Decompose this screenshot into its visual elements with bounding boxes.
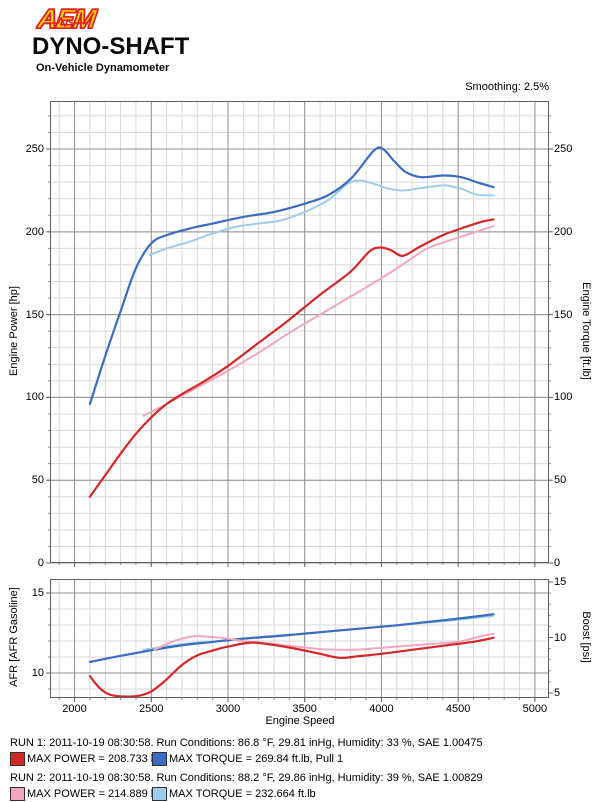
y-right-tick-label: 250 [554,143,573,156]
legend-label: MAX POWER = 208.733 hp [27,753,164,765]
y-right-tick-label: 150 [554,308,573,321]
legend-item: MAX TORQUE = 232.664 ft.lb [152,786,316,802]
power-torque-chart [46,101,553,567]
y-left-tick-label: 0 [37,557,44,569]
x-tick-label: 3000 [215,703,241,715]
legend-item: MAX POWER = 208.733 hp [10,751,163,767]
y-left-tick-label: 15 [31,587,44,599]
legend-label: MAX TORQUE = 269.84 ft.lb, Pull 1 [169,753,344,765]
legend-label: MAX TORQUE = 232.664 ft.lb [169,788,316,800]
legend-items-row: MAX POWER = 214.889 hp MAX TORQUE = 232.6… [10,786,592,802]
legend-run-header: RUN 1: 2011-10-19 08:30:58. Run Conditio… [10,737,483,749]
x-tick-label: 4000 [369,703,394,715]
x-tick-label: 4500 [445,703,471,715]
series-run2-power [142,225,495,417]
legend-swatch-icon [152,752,167,766]
y-left-tick-label: 150 [25,308,44,321]
x-tick-label: 5000 [522,703,548,715]
series-run1-power [88,218,495,498]
legend-swatch-icon [152,787,167,801]
logo-pulse-icon [44,16,88,28]
app-subtitle: On-Vehicle Dynamometer [36,62,170,74]
app-title: DYNO-SHAFT [32,33,190,60]
legend-item: MAX TORQUE = 269.84 ft.lb, Pull 1 [152,751,343,767]
x-axis-title: Engine Speed [265,715,335,727]
y-left-tick-label: 250 [25,143,44,156]
x-tick-label: 2500 [139,703,164,715]
series-run1-torque [88,146,495,406]
y-left-tick-label: 100 [25,391,44,404]
y-right-tick-label: 50 [554,474,567,487]
series-run2-afr [153,632,495,651]
y-right-tick-label: 15 [554,575,567,588]
y-left-tick-label: 50 [31,474,44,487]
legend: RUN 1: 2011-10-19 08:30:58. Run Conditio… [10,732,592,802]
series-run1-afr [88,636,495,698]
smoothing-label: Smoothing: 2.5% [465,81,549,93]
legend-run-header: RUN 2: 2011-10-19 08:30:58. Run Conditio… [10,772,483,784]
y-left-tick-label: 200 [25,225,44,238]
y-right-tick-label: 100 [554,391,573,404]
legend-items-row: MAX POWER = 208.733 hp MAX TORQUE = 269.8… [10,751,592,767]
legend-label: MAX POWER = 214.889 hp [27,788,164,800]
y-right-tick-label: 5 [554,687,561,699]
legend-swatch-icon [10,752,25,766]
legend-swatch-icon [10,787,25,801]
y-left-tick-label: 10 [31,667,44,679]
x-tick-label: 2000 [62,703,87,715]
x-tick-label: 3500 [292,703,317,715]
series-run2-torque [148,179,495,256]
y-right-tick-label: 200 [554,225,573,238]
y-right-tick-label: 10 [554,631,567,644]
afr-boost-chart [46,579,553,702]
y-right-tick-label: 0 [554,557,561,569]
legend-item: MAX POWER = 214.889 hp [10,786,163,802]
